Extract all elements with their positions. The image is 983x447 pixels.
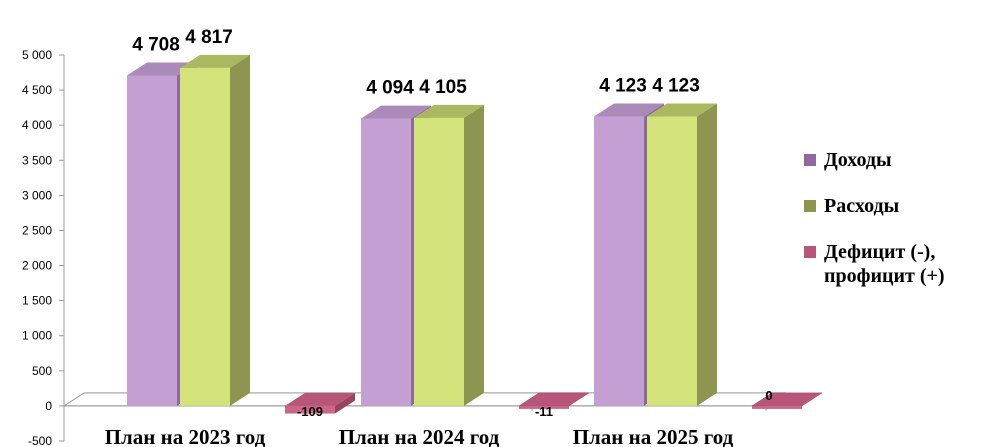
bar-2-0-side xyxy=(335,392,355,414)
y-tick-label: 2 000 xyxy=(22,259,52,273)
y-tick-label: 1 500 xyxy=(22,294,52,308)
y-tick-label: 3 000 xyxy=(22,188,52,202)
bar-1-1-top xyxy=(414,104,484,118)
bar-1-0-top xyxy=(180,54,250,68)
category-labels: План на 2023 год План на 2024 год План на … xyxy=(105,425,734,447)
bar-0-2-top xyxy=(594,103,664,117)
bar-2-0 xyxy=(285,392,355,414)
bar-1-0-front xyxy=(180,67,230,406)
bar-2-1 xyxy=(518,392,590,409)
data-label-2-2: 0 xyxy=(765,388,772,403)
data-label-2-0: -109 xyxy=(297,404,323,419)
y-tick-label: 500 xyxy=(32,364,52,378)
bar-2-1-top xyxy=(518,392,590,407)
bar-2-0-top xyxy=(285,392,355,406)
y-axis-ticks: -500 0 500 1 000 1 500 2 000 2 500 3 000 3 500 4 … xyxy=(22,48,64,447)
bar-2-2-front xyxy=(752,405,802,409)
legend-label-deficit-line1: Дефицит (-), xyxy=(824,241,936,263)
bar-0-0-front xyxy=(127,75,177,406)
legend: Доходы Расходы Дефицит (-), профицит (+) xyxy=(800,148,945,310)
legend-label-dohody: Доходы xyxy=(824,149,892,171)
bar-2-1-front xyxy=(519,405,569,409)
bar-1-1-side xyxy=(464,104,484,406)
y-tick-label: 5 000 xyxy=(22,48,52,62)
category-label-0: План на 2023 год xyxy=(105,425,266,447)
legend-swatch-deficit xyxy=(804,246,816,258)
bar-1-0-side xyxy=(230,54,250,406)
bar-1-2-front xyxy=(647,116,697,406)
y-tick-label: 2 500 xyxy=(22,223,52,237)
y-tick-label: 4 000 xyxy=(22,118,52,132)
legend-item-dohody: Доходы xyxy=(800,148,945,172)
category-label-1: План на 2024 год xyxy=(339,425,500,447)
legend-swatch-rashody xyxy=(804,200,816,212)
bar-1-2-top xyxy=(647,103,717,117)
bar-1-0 xyxy=(180,54,250,406)
legend-item-rashody: Расходы xyxy=(800,194,945,218)
data-label-0-0: 4 708 xyxy=(132,34,180,55)
legend-label-rashody: Расходы xyxy=(824,195,900,217)
bar-0-2-front xyxy=(594,116,644,406)
bar-2-0-front xyxy=(285,405,335,414)
y-tick-label: 0 xyxy=(45,399,52,413)
bar-0-1-top xyxy=(361,105,431,119)
data-label-1-0: 4 817 xyxy=(185,27,233,48)
y-tick-label: 1 000 xyxy=(22,329,52,343)
data-label-0-1: 4 094 xyxy=(366,78,414,99)
category-label-2: План на 2025 год xyxy=(573,425,734,447)
data-labels: 4 708 4 817 -109 4 094 4 105 -11 4 123 4 123 0 xyxy=(132,27,772,419)
bar-2-2 xyxy=(751,392,823,409)
data-label-2-1: -11 xyxy=(535,404,553,419)
bar-1-2-side xyxy=(697,103,717,406)
legend-label-deficit-line2: профицит (+) xyxy=(824,265,945,287)
bar-0-1-front xyxy=(361,118,411,406)
y-tick-label: -500 xyxy=(28,434,52,447)
bar-1-2 xyxy=(647,103,717,406)
bars xyxy=(127,54,823,414)
bar-0-0-top xyxy=(127,62,197,76)
bar-2-2-top xyxy=(751,392,823,407)
legend-item-deficit: Дефицит (-), профицит (+) xyxy=(800,240,945,288)
data-label-0-2: 4 123 xyxy=(599,76,647,97)
bar-1-1 xyxy=(414,104,484,406)
bar-1-1-front xyxy=(414,117,464,406)
data-label-1-1: 4 105 xyxy=(419,77,467,98)
y-tick-label: 3 500 xyxy=(22,153,52,167)
legend-swatch-dohody xyxy=(804,154,816,166)
data-label-1-2: 4 123 xyxy=(652,76,700,97)
floor-depth-line xyxy=(63,392,85,407)
y-tick-label: 4 500 xyxy=(22,83,52,97)
